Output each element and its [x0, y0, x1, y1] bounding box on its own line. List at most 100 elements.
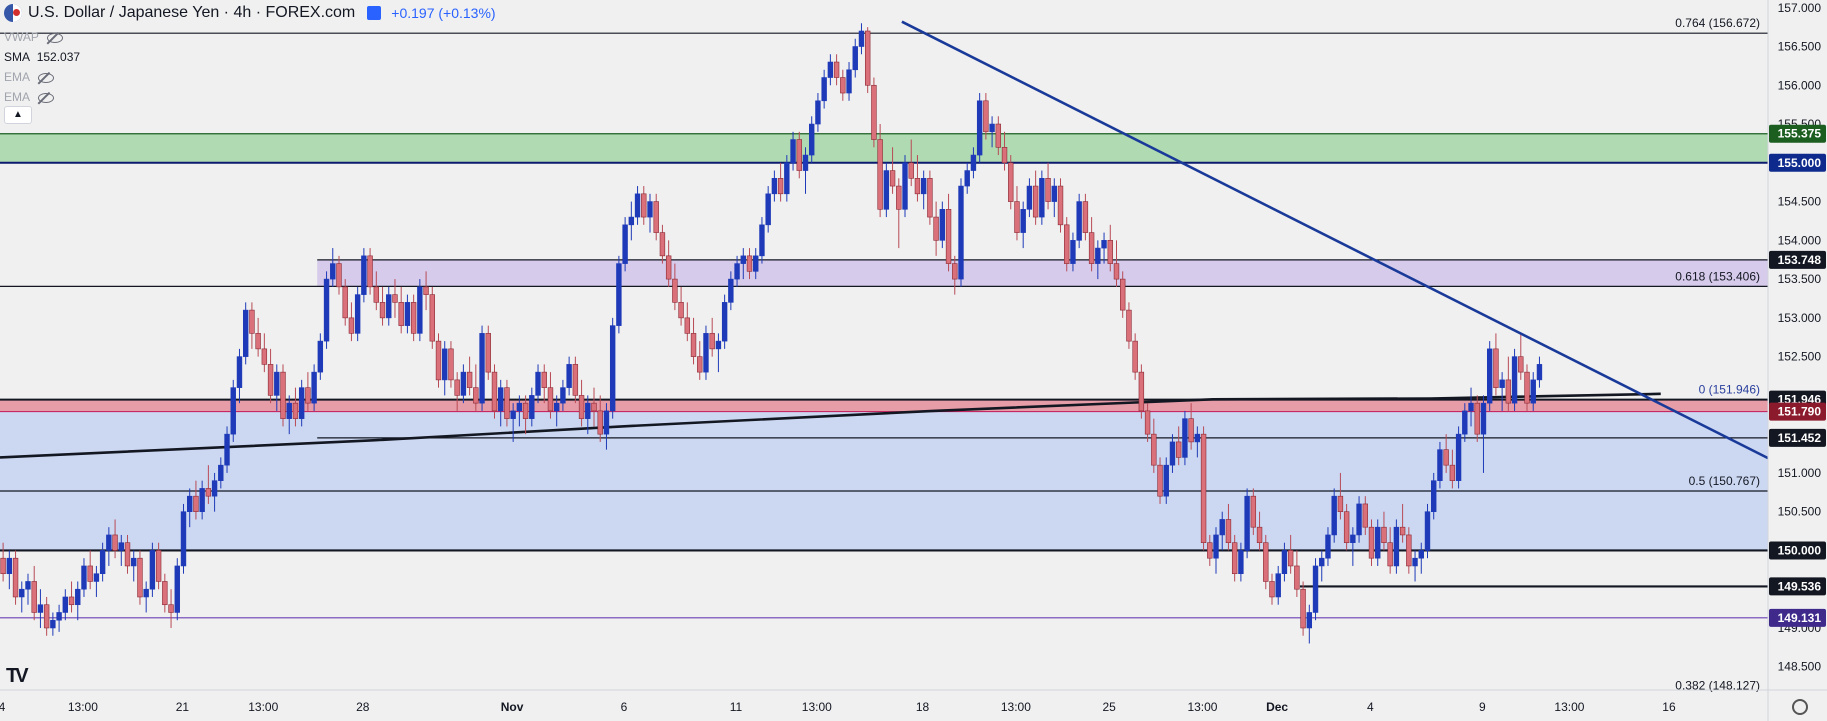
candle-body	[553, 402, 560, 412]
candle-body	[541, 371, 547, 388]
indicator-vwap[interactable]: VWAP	[4, 28, 63, 46]
candle-body	[1070, 240, 1076, 264]
candle-body	[1337, 495, 1344, 512]
candle-body	[224, 433, 230, 466]
candle-body	[796, 139, 802, 171]
candle-body	[211, 480, 218, 497]
candle-body	[1256, 526, 1263, 543]
x-tick-label: 6	[621, 700, 628, 714]
candle-body	[709, 333, 715, 350]
candle-body	[155, 550, 162, 582]
candle-body	[858, 30, 865, 47]
indicator-ema-1[interactable]: EMA	[4, 68, 55, 86]
candle-body	[1101, 240, 1107, 249]
candle-body	[311, 371, 317, 404]
candle-body	[1008, 162, 1014, 202]
candle-body	[379, 302, 386, 319]
candle-body	[653, 201, 659, 233]
candle-body	[678, 302, 684, 319]
candle-body	[442, 348, 448, 381]
y-tick-label: 153.500	[1778, 272, 1822, 286]
candle-body	[1387, 542, 1393, 567]
candle-body	[410, 302, 417, 334]
x-tick-label: 4	[0, 700, 6, 714]
trendline	[901, 20, 1769, 460]
candle-body	[19, 588, 25, 598]
candle-body	[603, 410, 610, 435]
candle-body	[25, 581, 31, 590]
candle-body	[522, 402, 529, 419]
candle-body	[952, 263, 958, 280]
candle-body	[864, 30, 871, 86]
eye-hidden-icon[interactable]	[38, 92, 55, 103]
candle-body	[759, 224, 765, 257]
indicator-ema-2-label: EMA	[4, 90, 31, 104]
candle-body	[236, 356, 243, 388]
candle-body	[1188, 418, 1194, 443]
candle-body	[386, 294, 392, 319]
zone-3	[0, 411, 1768, 551]
eye-hidden-icon[interactable]	[46, 32, 63, 43]
candle-body	[672, 278, 678, 303]
x-tick-label: 13:00	[802, 700, 832, 714]
price-badge	[1769, 577, 1826, 596]
candle-body	[1393, 526, 1400, 567]
candle-body	[1462, 410, 1468, 435]
candle-body	[883, 170, 890, 210]
candle-body	[684, 317, 691, 334]
candle-body	[516, 402, 523, 412]
candle-body	[398, 302, 404, 326]
candle-body	[889, 170, 896, 187]
candle-body	[0, 557, 6, 575]
candle-body	[1449, 464, 1456, 481]
x-tick-label: 13:00	[248, 700, 278, 714]
candle-body	[927, 178, 933, 218]
candle-body	[591, 402, 597, 412]
candle-body	[274, 371, 280, 396]
candle-body	[1275, 573, 1281, 598]
candle-body	[1113, 263, 1120, 280]
candle-body	[1343, 511, 1350, 543]
level-label-8: 0.5 (150.767)	[1689, 474, 1760, 488]
gear-icon[interactable]	[1792, 699, 1808, 715]
candle-body	[933, 216, 939, 241]
candle-body	[218, 464, 224, 481]
candle-body	[280, 371, 286, 419]
price-badge-label: 149.131	[1778, 611, 1822, 625]
symbol-title: U.S. Dollar / Japanese Yen · 4h · FOREX.…	[28, 4, 356, 21]
currency-flag-icon	[4, 4, 22, 22]
candle-body	[1269, 581, 1275, 598]
candle-body	[249, 309, 255, 334]
candle-body	[647, 201, 653, 218]
candle-body	[12, 557, 19, 598]
candle-body	[1026, 185, 1033, 210]
y-tick-label: 150.500	[1778, 505, 1822, 519]
candle-body	[1399, 526, 1406, 536]
candle-body	[896, 185, 902, 210]
x-tick-label: 18	[916, 700, 930, 714]
price-badge-label: 151.452	[1778, 431, 1822, 445]
candle-body	[1263, 542, 1269, 582]
candle-body	[1182, 418, 1188, 458]
candle-body	[1406, 534, 1412, 567]
candle-body	[790, 139, 796, 164]
candle-body	[597, 410, 603, 435]
candle-body	[1064, 224, 1070, 264]
candle-body	[454, 379, 460, 396]
candle-body	[354, 294, 361, 334]
indicator-ema-2[interactable]: EMA	[4, 88, 55, 106]
y-tick-label: 157.000	[1778, 1, 1822, 15]
candle-body	[659, 232, 666, 257]
candle-body	[1051, 185, 1057, 202]
price-badge-label: 151.790	[1778, 405, 1822, 419]
collapse-legend-button[interactable]: ▲	[4, 106, 32, 124]
candle-body	[871, 84, 877, 140]
indicator-sma[interactable]: SMA 152.037	[4, 48, 80, 66]
candle-body	[1493, 348, 1499, 388]
eye-hidden-icon[interactable]	[38, 72, 55, 83]
candle-body	[1082, 201, 1089, 233]
candle-body	[1375, 526, 1381, 559]
candle-body	[939, 209, 946, 241]
candle-body	[1157, 464, 1163, 497]
